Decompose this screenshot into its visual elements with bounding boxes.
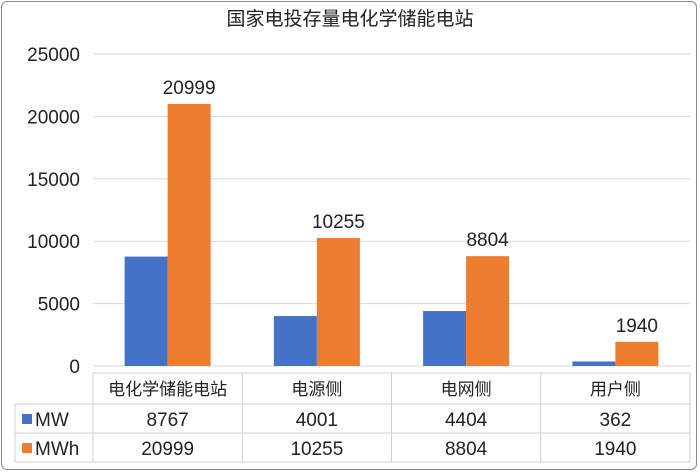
y-tick-label: 20000 [27,107,80,128]
legend-label: MW [35,410,69,431]
data-label: 20999 [163,78,216,99]
legend-label: MWh [35,439,79,460]
bar-mw [124,256,168,366]
bar-mw [423,311,467,366]
table-cell: 1940 [594,439,636,460]
y-tick-label: 15000 [27,170,80,191]
legend-key-mwh [22,443,32,453]
bar-mw [273,316,317,366]
category-label: 用户侧 [590,380,641,400]
category-label: 电源侧 [291,380,342,400]
table-cell: 8767 [146,410,188,431]
y-tick-label: 5000 [38,295,80,316]
bar-mwh [466,256,510,366]
bar-mwh [316,238,360,366]
bar-mw [572,361,616,366]
legend-key-mw [22,414,32,424]
chart-title: 国家电投存量电化学储能电站 [226,8,473,30]
y-tick-label: 10000 [27,232,80,253]
data-label: 1940 [616,316,658,337]
table-cell: 4001 [296,410,338,431]
data-label: 10255 [312,212,365,233]
table-cell: 10255 [290,439,343,460]
table-cell: 4404 [445,410,488,431]
bar-mwh [615,341,659,366]
category-label: 电网侧 [441,380,492,400]
bar-mwh [167,103,211,366]
table-cell: 20999 [141,439,194,460]
y-tick-label: 25000 [27,45,80,66]
table-cell: 8804 [445,439,488,460]
data-label: 8804 [466,230,509,251]
category-label: 电化学储能电站 [108,380,227,400]
y-tick-label: 0 [69,357,80,378]
table-cell: 362 [600,410,632,431]
